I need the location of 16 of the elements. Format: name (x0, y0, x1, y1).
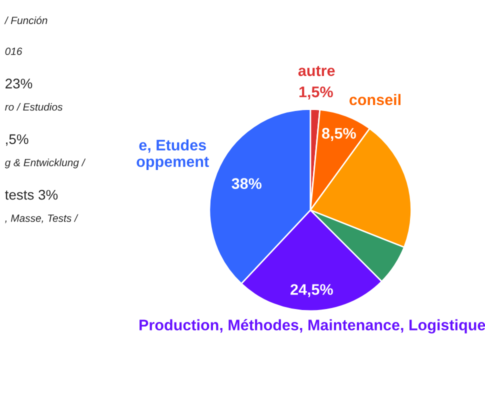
slice-label: Production, Méthodes, Maintenance, Logistique (140, 319, 485, 334)
text: 016 (5, 48, 22, 56)
slice-label: e, Etudes oppement (136, 139, 209, 170)
text: tests 3% (5, 190, 58, 200)
data-label: 8,5% (322, 128, 356, 141)
slice-label: conseil (350, 94, 400, 106)
data-label: 24,5% (290, 284, 333, 298)
data-label: 38% (232, 178, 262, 189)
text: 23% (6, 78, 32, 88)
text: g & Entwicklung / (4, 158, 86, 168)
text: ro / Estudios (5, 103, 63, 111)
data-label: 1,5% (299, 86, 333, 100)
text: ,5% (6, 134, 28, 146)
text: / Función (4, 16, 48, 24)
slice-label: autre (298, 66, 335, 76)
text: , Masse, Tests / (5, 214, 78, 224)
